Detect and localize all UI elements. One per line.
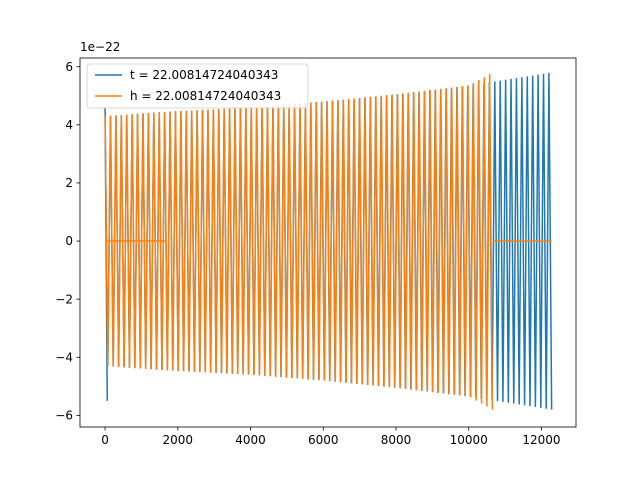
- series-group: [104, 72, 553, 410]
- x-tick-label: 2000: [163, 433, 194, 447]
- y-tick-label: 6: [65, 60, 73, 74]
- y-tick-label: −6: [55, 409, 73, 423]
- y-tick-label: 0: [65, 234, 73, 248]
- axes-frame: [79, 57, 577, 428]
- x-tick-label: 12000: [522, 433, 560, 447]
- plot-area: [104, 72, 553, 410]
- x-tick-label: 8000: [381, 433, 412, 447]
- legend: t = 22.00814724040343 h = 22.008147240403…: [86, 63, 309, 109]
- y-offset-label: 1e−22: [80, 40, 120, 54]
- y-tick-label: 2: [65, 176, 73, 190]
- y-tick-label: −4: [55, 350, 73, 364]
- x-tick-label: 0: [101, 433, 109, 447]
- series-line-2: [104, 74, 494, 410]
- axes: 0 2000 4000 6000 8000 10000 12000 6 4 2 0 −2 −4 −6: [55, 57, 577, 447]
- legend-label-1: t = 22.00814724040343: [130, 68, 278, 82]
- legend-label-2: h = 22.00814724040343: [130, 89, 281, 103]
- x-tick-label: 10000: [450, 433, 488, 447]
- x-tick-label: 6000: [308, 433, 339, 447]
- y-tick-label: −2: [55, 292, 73, 306]
- x-tick-label: 4000: [235, 433, 266, 447]
- legend-box: [86, 63, 309, 109]
- y-tick-label: 4: [65, 118, 73, 132]
